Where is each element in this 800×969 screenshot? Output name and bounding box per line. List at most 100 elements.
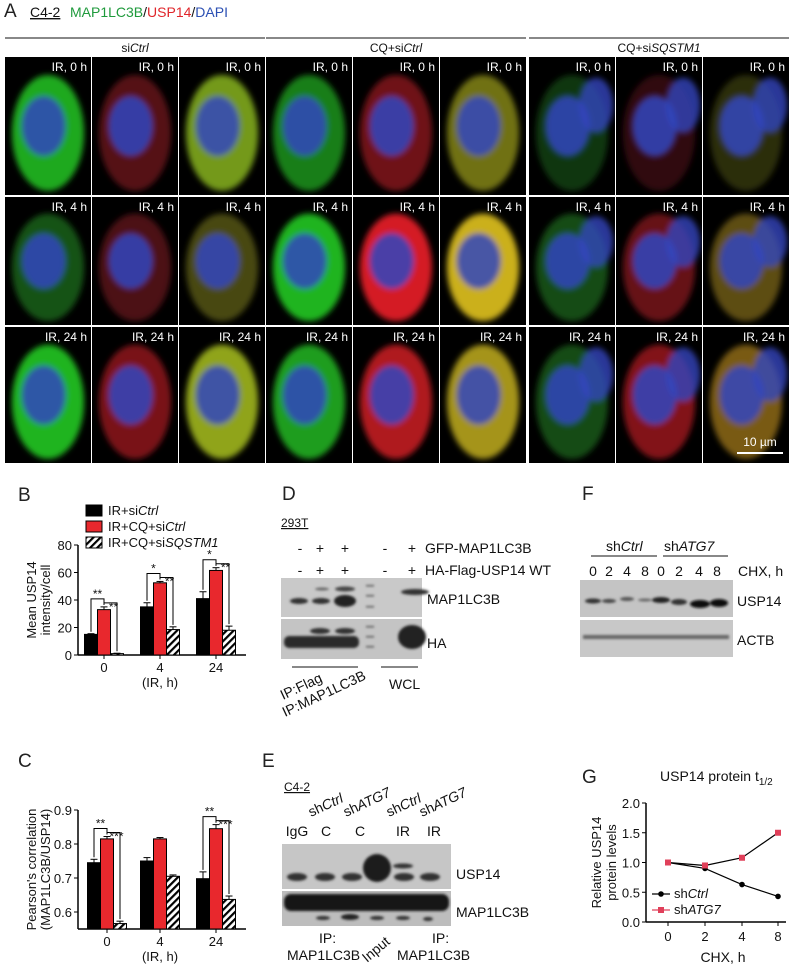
nucleus (752, 77, 788, 133)
micrograph-panel: IR, 24 h (440, 327, 526, 463)
nucleus (632, 232, 678, 290)
micrograph-panel: IR, 0 h (92, 57, 178, 195)
timepoint-label: IR, 4 h (400, 200, 435, 214)
x-tick-label: 0 (100, 660, 107, 675)
e-condition-prefix: sh (417, 799, 437, 820)
micrograph-panel: IR, 4 h (616, 197, 702, 325)
data-point (702, 862, 708, 869)
x-tick-label: 0 (664, 929, 671, 944)
y-tick-label: 80 (58, 538, 72, 553)
group-label-prefix: CQ+si (370, 41, 404, 55)
significance-label: *** (109, 830, 123, 844)
nucleus (752, 347, 788, 402)
bar (140, 606, 154, 656)
micrograph-panel: IR, 4 h (5, 197, 91, 325)
nucleus (632, 95, 678, 157)
timepoint-label: IR, 0 h (750, 60, 785, 74)
chart-g: USP14 protein t1/2 0.0 0.5 1.0 1.5 2.0 0 2 4 8 CHX… (589, 768, 786, 965)
x-axis-label: (IR, h) (142, 675, 178, 690)
significance-label: * (207, 548, 212, 562)
nucleus (456, 232, 502, 290)
series-line (667, 861, 779, 897)
panel-e: E C4-2 IgG C C IR IRshCtrlshATG7shCtrlshATG7… (262, 751, 529, 965)
d-row1-label: GFP-MAP1LC3B (425, 540, 532, 556)
timepoint-label: IR, 4 h (576, 200, 611, 214)
x-tick-label: 2 (701, 929, 708, 944)
f-time: 8 (713, 563, 721, 579)
nucleus (545, 232, 591, 290)
f-time: 8 (641, 563, 649, 579)
x-tick-label: 0 (103, 934, 110, 949)
e-lane-label: IgG (286, 823, 309, 839)
group-label-gene: Ctrl (130, 41, 149, 55)
micrograph-panel: IR, 24 h (529, 327, 615, 463)
e-condition-prefix: sh (306, 799, 326, 820)
legend-marker (658, 891, 664, 897)
timepoint-label: IR, 4 h (139, 200, 174, 214)
nucleus (195, 95, 241, 157)
d-sign: + (408, 562, 416, 578)
micrograph-panel: IR, 0 h (440, 57, 526, 195)
nucleus (578, 216, 614, 268)
micrograph-panel: IR, 24 h (92, 327, 178, 463)
micrograph-panel: IR, 24 h (179, 327, 265, 463)
legend-label: shCtrl (674, 886, 709, 901)
bar (209, 569, 223, 656)
legend-swatch (85, 536, 103, 549)
f-blot1-label: USP14 (737, 593, 782, 609)
group-label-gene: SQSTM1 (651, 41, 700, 55)
panel-e-letter: E (262, 751, 275, 772)
chart-title-main: USP14 protein t (660, 768, 759, 784)
group-label: CQ+siSQSTM1 (617, 41, 700, 55)
timepoint-label: IR, 4 h (52, 200, 87, 214)
timepoint-label: IR, 24 h (45, 330, 87, 344)
legend-label-prefix: IR+CQ+si (108, 535, 165, 550)
e-ip-right: IP: (432, 930, 449, 946)
y-tick-label: 1.5 (622, 826, 640, 841)
significance-label: ** (109, 600, 119, 614)
micrograph-panel: IR, 4 h (92, 197, 178, 325)
y-tick-label: 20 (58, 621, 72, 636)
group-label-gene: Ctrl (404, 41, 423, 55)
y-axis-label-line1: Mean USP14 (24, 561, 39, 638)
significance-bracket (202, 816, 217, 870)
significance-bracket (106, 832, 121, 920)
y-axis-label-line1: Pearson's correlation (24, 809, 39, 931)
timepoint-label: IR, 0 h (52, 60, 87, 74)
f-group2-prefix: sh (664, 538, 679, 554)
micrograph-panel: IR, 4 h (703, 197, 789, 325)
nucleus (21, 95, 67, 157)
timepoint-label: IR, 0 h (487, 60, 522, 74)
x-tick-label: 4 (156, 934, 163, 949)
timepoint-label: IR, 0 h (663, 60, 698, 74)
timepoint-label: IR, 4 h (226, 200, 261, 214)
e-condition-gene: ATG7 (429, 783, 470, 813)
d-sign: + (316, 562, 324, 578)
bar (153, 582, 167, 656)
legend-marker (658, 907, 664, 913)
nucleus (632, 365, 678, 425)
panel-a-cell-line: C4-2 (30, 4, 61, 20)
significance-label: ** (205, 805, 215, 819)
micrograph-panel: IR, 0 h (703, 57, 789, 195)
significance-label: * (151, 561, 156, 575)
y-axis-label-line2: protein levels (604, 824, 619, 901)
e-input: Input (359, 933, 393, 965)
micrograph-panel: IR, 4 h (266, 197, 352, 325)
bar (100, 838, 114, 930)
stain-blue: DAPI (195, 4, 228, 20)
micrograph-panel: IR, 0 h (179, 57, 265, 195)
e-ip-left-target: MAP1LC3B (287, 947, 360, 963)
e-blot1-label: USP14 (456, 866, 501, 882)
x-tick-label: 24 (209, 934, 223, 949)
timepoint-label: IR, 24 h (656, 330, 698, 344)
timepoint-label: IR, 4 h (313, 200, 348, 214)
e-blot2-label: MAP1LC3B (456, 904, 529, 920)
panel-b-letter: B (18, 485, 31, 506)
data-point (739, 854, 745, 861)
chart-title: USP14 protein t1/2 (660, 768, 773, 788)
legend-label-gene: Ctrl (688, 886, 709, 901)
e-lane-label: IR (427, 823, 441, 839)
micrograph-panel: IR, 24 h (703, 327, 789, 463)
timepoint-label: IR, 4 h (487, 200, 522, 214)
